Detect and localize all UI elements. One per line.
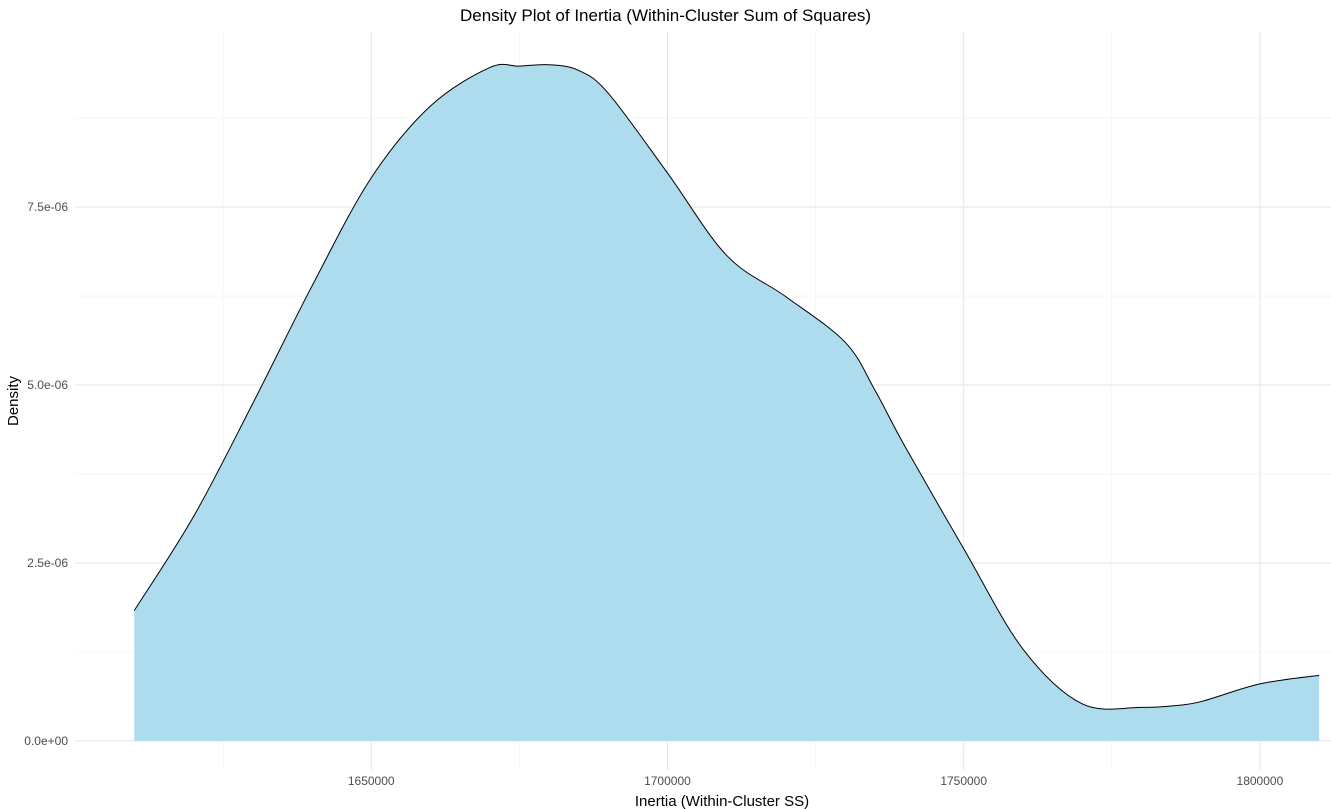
density-area-0 xyxy=(134,64,1320,741)
x-axis-ticks: 1650000 1700000 1750000 1800000 xyxy=(348,774,1284,788)
y-axis-ticks: 0.0e+00 2.5e-06 5.0e-06 7.5e-06 xyxy=(24,200,68,748)
y-tick-label: 5.0e-06 xyxy=(27,378,68,392)
chart-title: Density Plot of Inertia (Within-Cluster … xyxy=(460,6,871,25)
density-layer xyxy=(133,63,1320,741)
x-axis-title: Inertia (Within-Cluster SS) xyxy=(635,793,809,809)
x-tick-label: 1750000 xyxy=(940,774,987,788)
x-tick-label: 1700000 xyxy=(644,774,691,788)
x-tick-label: 1800000 xyxy=(1237,774,1284,788)
y-tick-label: 7.5e-06 xyxy=(27,200,68,214)
y-axis-title: Density xyxy=(5,375,22,426)
y-tick-label: 2.5e-06 xyxy=(27,556,68,570)
density-line-0 xyxy=(133,63,1320,710)
x-tick-label: 1650000 xyxy=(348,774,395,788)
y-tick-label: 0.0e+00 xyxy=(24,734,68,748)
